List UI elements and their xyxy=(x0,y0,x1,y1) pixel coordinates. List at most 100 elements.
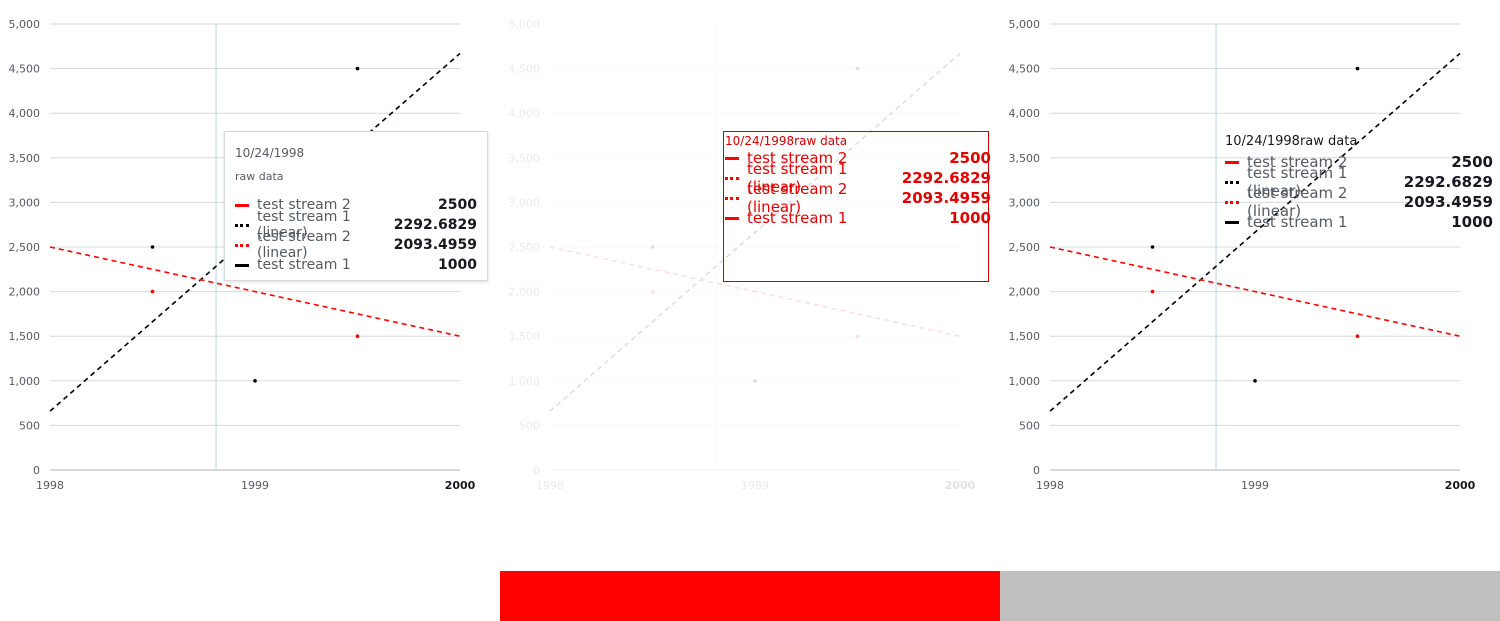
diff-tooltip-series-name: test stream 1 (linear) xyxy=(747,160,848,196)
right-x-tick-label: 1999 xyxy=(1241,479,1269,492)
middle-trend-line xyxy=(549,246,961,337)
right-trend-line xyxy=(1049,246,1461,337)
middle-data-point xyxy=(855,66,860,71)
left-y-tick-label: 1,500 xyxy=(9,330,41,343)
diff-tooltip-series-name: test stream 1 xyxy=(747,209,848,227)
diff-tooltip-series-value: 2093.4959 xyxy=(901,189,991,207)
plain-tooltip: 10/24/1998raw data test stream 2 2500 test… xyxy=(1225,134,1493,232)
left-x-tick-label: 1999 xyxy=(241,479,269,492)
diff-tooltip-swatch xyxy=(725,176,739,180)
tooltip-series-name: test stream 1 xyxy=(257,257,351,273)
left-y-tick-label: 2,000 xyxy=(9,286,41,299)
diff-tooltip-row: test stream 1 (linear) 2292.6829 xyxy=(725,160,991,196)
middle-data-point xyxy=(855,334,860,339)
tooltip-row: test stream 2 (linear) 2093.4959 xyxy=(235,229,477,261)
chart-svg-middle: 0 500 1,000 1,500 2,000 2,500 3,000 3,500 4,000 4… xyxy=(509,18,976,492)
chart-svg-left: 0 500 1,000 1,500 2,000 2,500 3,000 3,500 4,000 4… xyxy=(9,18,476,492)
right-y-tick-label: 2,000 xyxy=(1009,286,1041,299)
diff-tooltip-rows: test stream 2 2500 test stream 1 (linear) 2… xyxy=(725,148,991,228)
plain-tooltip-series-name: test stream 1 (linear) xyxy=(1247,164,1348,200)
middle-data-point xyxy=(650,289,655,294)
left-y-tick-label: 3,500 xyxy=(9,152,41,165)
plain-tooltip-series-name: test stream 2 xyxy=(1247,153,1348,171)
diff-tooltip-text: 10/24/1998raw data test stream 2 2500 test… xyxy=(725,134,991,228)
plain-tooltip-rows: test stream 2 2500 test stream 1 (linear) 2… xyxy=(1225,152,1493,232)
chart-panel-right: 0 500 1,000 1,500 2,000 2,500 3,000 3,500 4,000 4… xyxy=(1000,0,1500,621)
right-y-tick-label: 1,000 xyxy=(1009,375,1041,388)
plain-tooltip-swatch xyxy=(1225,220,1239,224)
plain-tooltip-series-value: 2292.6829 xyxy=(1403,173,1493,191)
middle-y-tick-label: 0 xyxy=(533,464,540,477)
middle-y-tick-label: 5,000 xyxy=(509,18,541,31)
left-data-point xyxy=(253,379,257,383)
tooltip-swatch xyxy=(235,223,249,227)
middle-y-tick-label: 3,500 xyxy=(509,152,541,165)
plain-tooltip-series-value: 2093.4959 xyxy=(1403,193,1493,211)
middle-y-tick-label: 4,000 xyxy=(509,107,541,120)
tooltip-series-name: test stream 2 xyxy=(257,197,351,213)
middle-data-point xyxy=(650,245,655,249)
diff-tooltip-series-name: test stream 2 xyxy=(747,149,848,167)
tooltip-row: test stream 2 2500 xyxy=(235,195,477,215)
tooltip-rows: test stream 2 2500 test stream 1 (linear) 2… xyxy=(235,195,477,275)
diff-tooltip-row: test stream 1 1000 xyxy=(725,208,991,228)
right-data-point xyxy=(1253,379,1257,383)
right-data-point xyxy=(1150,245,1155,249)
left-y-tick-label: 4,500 xyxy=(9,63,41,76)
middle-y-tick-label: 2,000 xyxy=(509,286,541,299)
right-y-tick-label: 0 xyxy=(1033,464,1040,477)
chart-panel-left: 0 500 1,000 1,500 2,000 2,500 3,000 3,500 4,000 4… xyxy=(0,0,500,621)
plain-tooltip-swatch xyxy=(1225,200,1239,204)
plain-tooltip-series-name: test stream 1 xyxy=(1247,213,1348,231)
plain-tooltip-head: 10/24/1998raw data xyxy=(1225,134,1493,149)
right-y-tick-label: 4,500 xyxy=(1009,63,1041,76)
middle-y-tick-label: 2,500 xyxy=(509,241,541,254)
plain-tooltip-series-value: 2500 xyxy=(1451,153,1493,171)
right-y-tick-label: 500 xyxy=(1019,419,1040,432)
right-y-tick-label: 2,500 xyxy=(1009,241,1041,254)
tooltip-swatch xyxy=(235,263,249,267)
left-y-tick-label: 2,500 xyxy=(9,241,41,254)
left-data-point xyxy=(150,245,155,249)
middle-y-tick-label: 500 xyxy=(519,419,540,432)
left-data-point xyxy=(355,66,360,71)
left-y-tick-label: 500 xyxy=(19,419,40,432)
middle-trend-line xyxy=(549,52,961,412)
right-x-tick-label: 1998 xyxy=(1036,479,1064,492)
right-y-tick-label: 5,000 xyxy=(1009,18,1041,31)
plain-tooltip-subtitle: raw data xyxy=(1299,134,1358,149)
plain-tooltip-row: test stream 1 (linear) 2292.6829 xyxy=(1225,164,1493,200)
middle-y-tick-label: 1,500 xyxy=(509,330,541,343)
tooltip-series-name: test stream 2 (linear) xyxy=(257,229,351,261)
tooltip-date: 10/24/1998 xyxy=(235,146,305,160)
diff-tooltip-head: 10/24/1998raw data xyxy=(725,134,848,148)
left-y-tick-label: 1,000 xyxy=(9,375,41,388)
tooltip-subtitle: raw data xyxy=(235,170,284,183)
right-data-point xyxy=(1150,289,1155,294)
right-y-tick-label: 3,000 xyxy=(1009,196,1041,209)
tooltip-series-value: 2093.4959 xyxy=(393,237,477,253)
right-x-tick-label: 2000 xyxy=(1445,479,1476,492)
diff-tooltip-row: test stream 2 (linear) 2093.4959 xyxy=(725,180,991,216)
diff-tooltip-swatch xyxy=(725,156,739,160)
diff-tooltip-series-value: 2292.6829 xyxy=(901,169,991,187)
diff-tooltip-series-name: test stream 2 (linear) xyxy=(747,180,848,216)
tooltip-swatch xyxy=(235,203,249,207)
chart-tooltip: 10/24/1998 raw data test stream 2 2500 tes… xyxy=(224,131,488,281)
right-y-tick-label: 4,000 xyxy=(1009,107,1041,120)
right-data-point xyxy=(1355,334,1360,339)
left-trend-line xyxy=(49,246,461,337)
left-y-tick-label: 3,000 xyxy=(9,196,41,209)
tooltip-row: test stream 1 1000 xyxy=(235,255,477,275)
plain-tooltip-series-value: 1000 xyxy=(1451,213,1493,231)
middle-y-tick-label: 3,000 xyxy=(509,196,541,209)
plain-tooltip-swatch xyxy=(1225,160,1239,164)
tooltip-row: test stream 1 (linear) 2292.6829 xyxy=(235,209,477,241)
diff-tooltip-box xyxy=(723,131,989,282)
tooltip-series-value: 2292.6829 xyxy=(393,217,477,233)
chart-panel-middle: 0 500 1,000 1,500 2,000 2,500 3,000 3,500 4,000 4… xyxy=(500,0,1000,621)
tooltip-swatch xyxy=(235,243,249,247)
diff-indicator-gray xyxy=(1000,571,1500,621)
plain-tooltip-date: 10/24/1998 xyxy=(1225,134,1300,149)
tooltip-series-value: 1000 xyxy=(438,257,477,273)
